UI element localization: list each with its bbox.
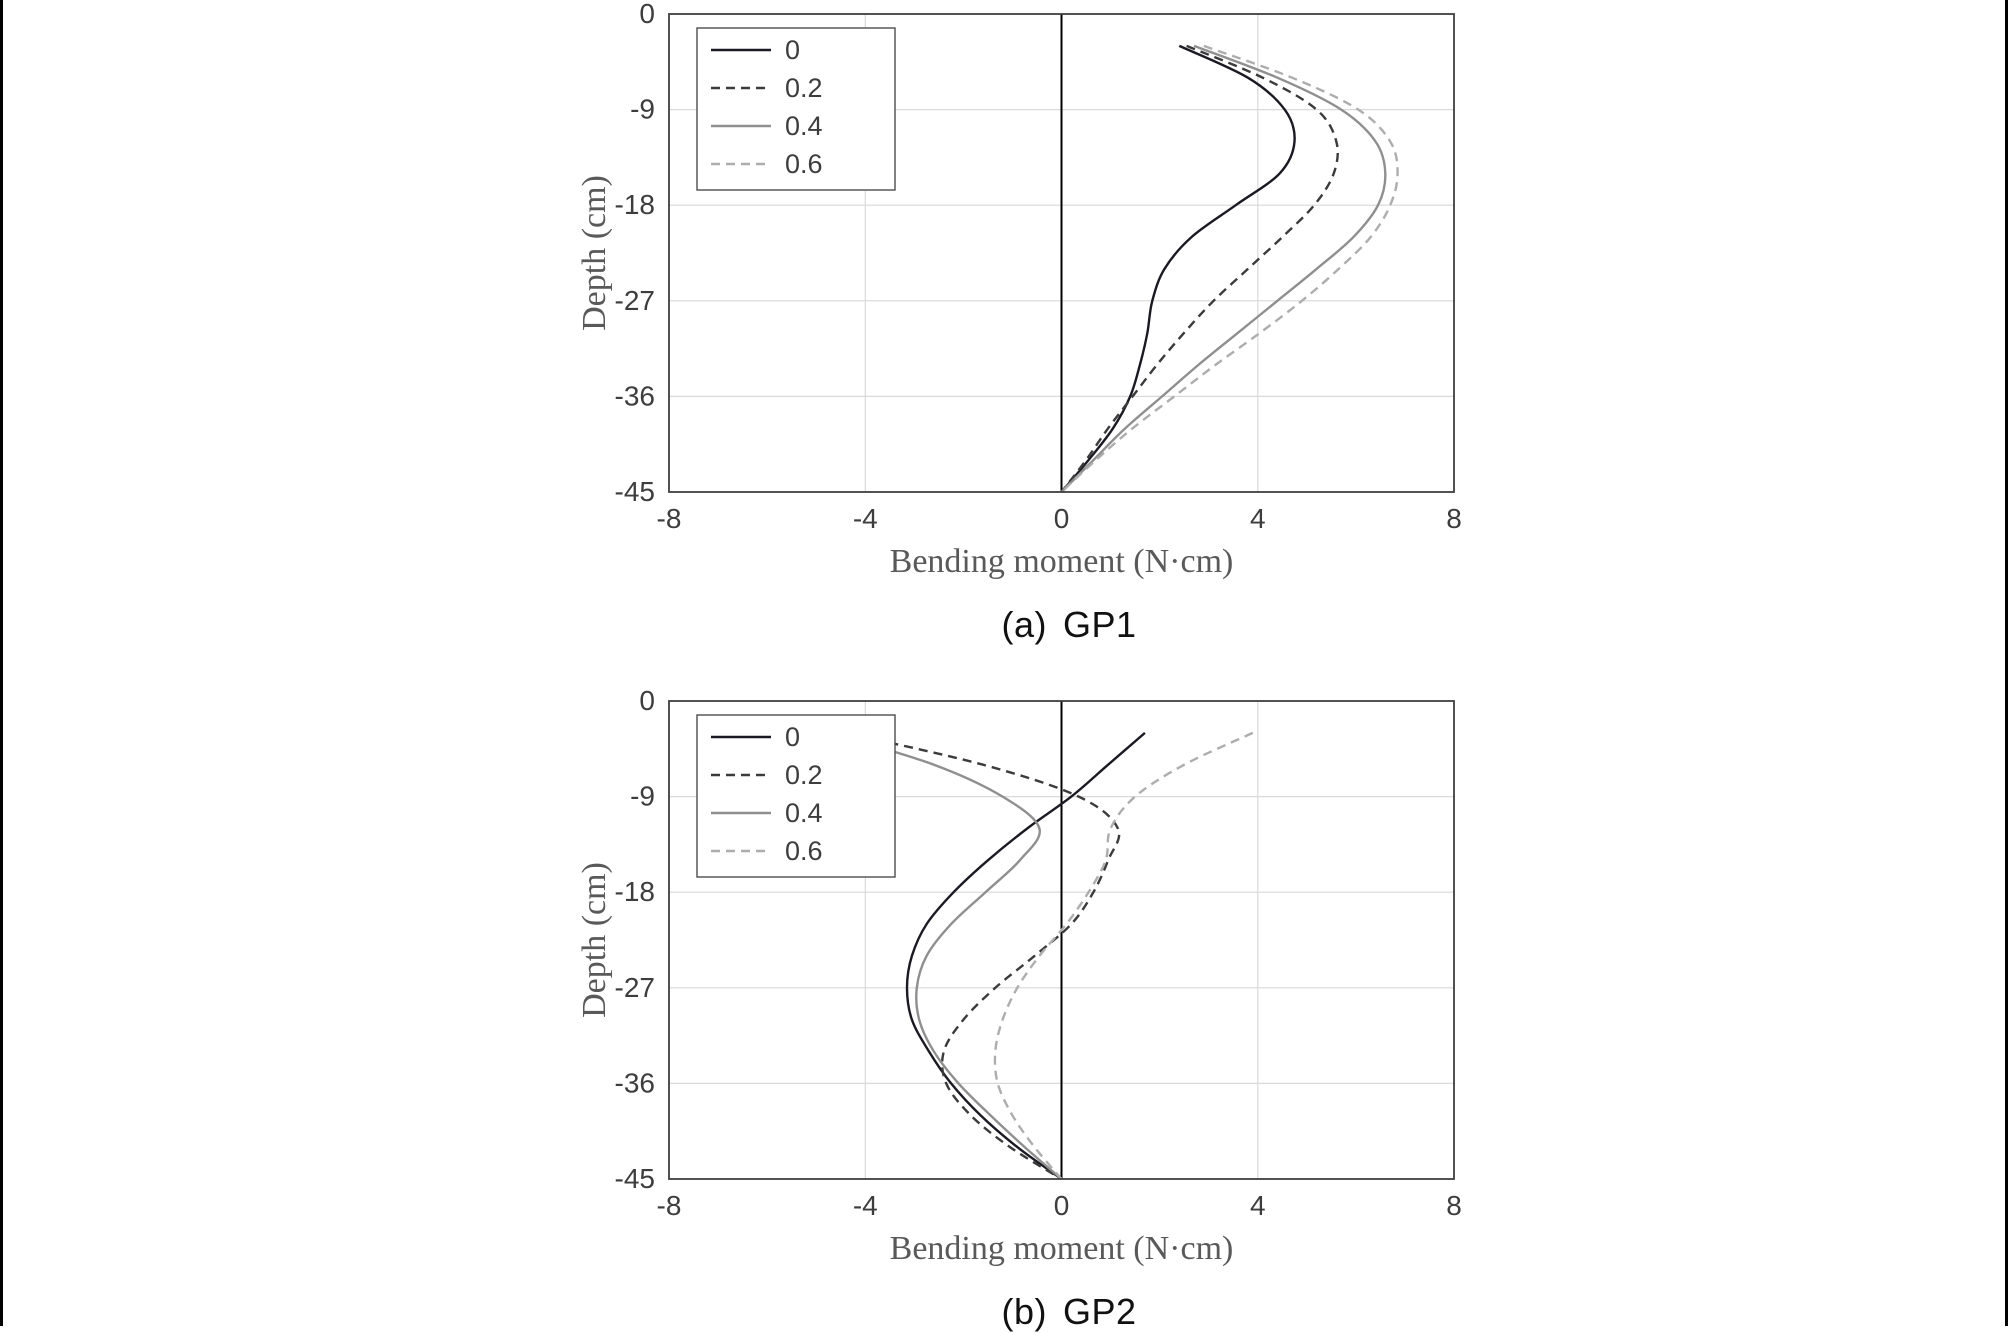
series-0.6-curve [993,731,1254,1180]
x-tick-label: 8 [1446,1190,1462,1221]
series-0-curve [1060,44,1296,493]
plot-border [668,700,1455,1180]
chart-gp2-svg: -8 -4 0 4 8 0 -9 -18 -27 -36 -45 Bending moment (N·… [576,685,1462,1267]
chart-gp1-canvas: -8 -4 0 4 8 0 -9 -18 -27 -36 -45 Bending moment (N·… [569,0,1569,600]
y-axis-title: Depth (cm) [576,175,613,331]
legend-label-0.4: 0.4 [785,111,823,141]
chart-gp1-svg: -8 -4 0 4 8 0 -9 -18 -27 -36 -45 Bending moment (N·… [576,0,1462,580]
chart-gp1: -8 -4 0 4 8 0 -9 -18 -27 -36 -45 Bending moment (N·… [569,0,1569,646]
series-0.2-curve [1060,44,1339,493]
caption-label: GP1 [1062,604,1137,645]
page-edge-left [0,0,3,1326]
plot-border [668,13,1455,493]
y-tick-label: -18 [615,189,655,220]
x-tick-label: -4 [853,1190,878,1221]
chart-gp2-canvas: -8 -4 0 4 8 0 -9 -18 -27 -36 -45 Bending moment (N·… [569,685,1569,1287]
legend-label-0.2: 0.2 [785,760,823,790]
legend-label-0.6: 0.6 [785,836,823,866]
series-0.4-curve [1060,44,1387,493]
y-tick-label: 0 [639,687,655,716]
chart-gp1-caption: (a) GP1 [569,604,1569,646]
chart-gp2: -8 -4 0 4 8 0 -9 -18 -27 -36 -45 Bending moment (N·… [569,685,1569,1333]
series-0.6-curve [1060,44,1399,493]
y-tick-label: -45 [615,476,655,507]
legend-label-0.2: 0.2 [785,73,823,103]
legend-label-0: 0 [785,35,800,65]
chart-gp2-caption: (b) GP2 [569,1291,1569,1333]
x-tick-label: 0 [1054,503,1070,534]
y-tick-label: -45 [615,1163,655,1194]
x-tick-label: -8 [657,503,682,534]
x-tick-label: 0 [1054,1190,1070,1221]
x-axis-title: Bending moment (N·cm) [890,1230,1234,1267]
y-axis-title: Depth (cm) [576,862,613,1018]
page-edge-right [2005,0,2008,1326]
x-axis-title: Bending moment (N·cm) [890,543,1234,580]
y-tick-label: -36 [615,1067,655,1098]
y-tick-label: 0 [639,0,655,29]
x-tick-label: 8 [1446,503,1462,534]
legend-label-0.4: 0.4 [785,798,823,828]
legend-label-0.6: 0.6 [785,149,823,179]
x-tick-label: 4 [1250,1190,1266,1221]
y-tick-label: -27 [615,285,655,316]
caption-label: GP2 [1062,1291,1137,1332]
series-0-curve [905,731,1146,1180]
series-0.4-curve [830,731,1063,1180]
y-tick-label: -36 [615,380,655,411]
caption-prefix: (b) [1001,1291,1047,1332]
x-tick-label: -8 [657,1190,682,1221]
series-0.2-curve [845,731,1121,1181]
x-tick-label: 4 [1250,503,1266,534]
y-tick-label: -9 [630,94,655,125]
y-tick-label: -9 [630,781,655,812]
legend-label-0: 0 [785,722,800,752]
y-tick-label: -18 [615,876,655,907]
x-tick-label: -4 [853,503,878,534]
y-tick-label: -27 [615,972,655,1003]
caption-prefix: (a) [1001,604,1047,645]
